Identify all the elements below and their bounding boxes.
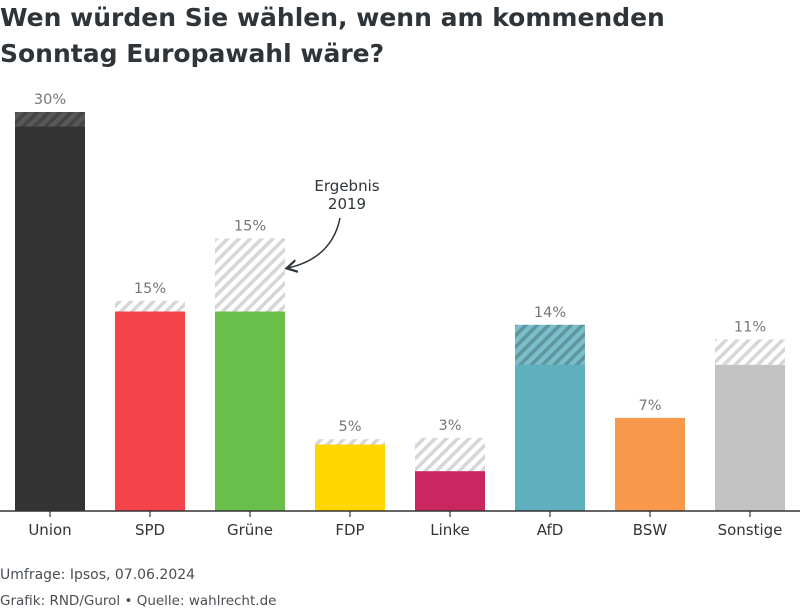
bar-sonstige [715,364,785,511]
value-label-union: 30% [34,92,66,108]
value-label-spd: 15% [134,281,166,297]
category-label-sonstige: Sonstige [718,521,783,539]
value-label-sonstige: 11% [734,319,766,335]
bar-fdp [315,444,385,511]
bar-spd [115,311,185,511]
category-label-afd: AfD [537,521,564,539]
prev-result-union [15,112,85,127]
bar-chart: 30% Union 15% SPD 15% Grüne 5% FDP 3% Linke 14% AfD… [0,92,800,539]
prev-result-spd [115,300,185,312]
category-label-linke: Linke [430,521,469,539]
value-label-gr-ne: 15% [234,218,266,234]
bar-linke [415,471,485,511]
annotation-layer: Ergebnis 2019 [288,177,380,268]
bar-union [15,112,85,511]
chart-title: Wen würden Sie wählen, wenn am kommenden… [0,3,665,68]
value-label-bsw: 7% [638,398,661,414]
annotation-text: Ergebnis 2019 [314,177,379,213]
bars-layer [15,112,785,511]
category-label-fdp: FDP [335,521,364,539]
bar-bsw [615,417,685,511]
value-label-linke: 3% [438,418,461,434]
prev-result-linke [415,437,485,472]
labels-layer: 30% Union 15% SPD 15% Grüne 5% FDP 3% Linke 14% AfD… [28,92,782,539]
value-label-fdp: 5% [338,419,361,435]
survey-note: Umfrage: Ipsos, 07.06.2024 [0,567,196,583]
value-label-afd: 14% [534,305,566,321]
category-label-union: Union [28,521,71,539]
category-label-gr-ne: Grüne [227,521,273,539]
prev-result-gr-ne [215,238,285,312]
prev-result-afd [515,324,585,365]
bar-gr-ne [215,311,285,511]
prev-result-fdp [315,439,385,445]
annotation-arrow [288,217,341,268]
category-label-spd: SPD [135,521,165,539]
category-label-bsw: BSW [633,521,668,539]
prev-result-sonstige [715,339,785,365]
source-note: Grafik: RND/Gurol • Quelle: wahlrecht.de [0,593,277,609]
